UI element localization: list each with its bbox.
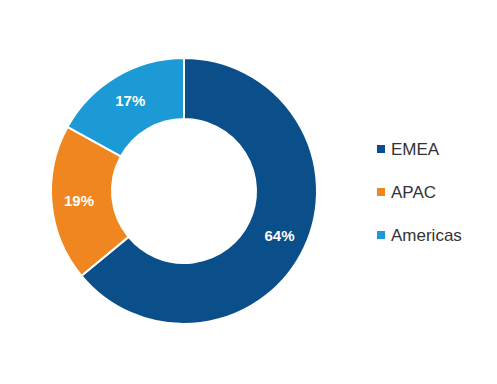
svg-text:17%: 17% — [115, 92, 145, 109]
svg-text:EMEA: EMEA — [391, 140, 440, 159]
svg-text:64%: 64% — [264, 227, 294, 244]
svg-text:APAC: APAC — [391, 183, 436, 202]
svg-text:Americas: Americas — [391, 226, 462, 245]
svg-text:19%: 19% — [64, 192, 94, 209]
